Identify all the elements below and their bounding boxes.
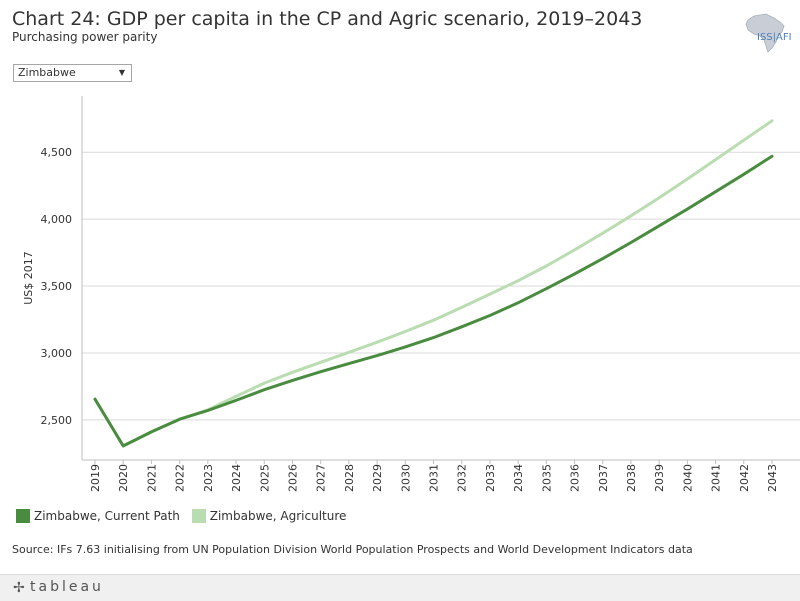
- country-dropdown-value: Zimbabwe: [18, 66, 76, 79]
- x-tick-label: 2026: [286, 464, 299, 492]
- x-tick-label: 2024: [230, 464, 243, 492]
- tableau-brand[interactable]: tableau: [30, 579, 104, 595]
- x-tick-label: 2040: [681, 464, 694, 492]
- x-tick-label: 2039: [653, 464, 666, 492]
- y-axis-label: US$ 2017: [22, 251, 35, 305]
- legend-label-agriculture: Zimbabwe, Agriculture: [209, 509, 347, 523]
- africa-logo-icon: [745, 13, 785, 53]
- y-tick-label: 2,500: [41, 414, 73, 427]
- chart-subtitle: Purchasing power parity: [12, 30, 158, 44]
- x-tick-label: 2022: [174, 464, 187, 492]
- legend-label-current-path: Zimbabwe, Current Path: [34, 509, 180, 523]
- x-tick-label: 2043: [766, 464, 779, 492]
- logo-text: ISS|AFI: [757, 32, 792, 43]
- x-tick-label: 2020: [117, 464, 130, 492]
- x-tick-label: 2038: [625, 464, 638, 492]
- x-tick-label: 2023: [202, 464, 215, 492]
- x-tick-label: 2034: [512, 464, 525, 492]
- x-tick-label: 2031: [428, 464, 441, 492]
- x-tick-label: 2029: [371, 464, 384, 492]
- legend-swatch-agriculture: [191, 509, 206, 523]
- x-tick-label: 2025: [258, 464, 271, 492]
- x-tick-label: 2042: [738, 464, 751, 492]
- source-note: Source: IFs 7.63 initialising from UN Po…: [12, 543, 693, 556]
- x-tick-label: 2032: [456, 464, 469, 492]
- series-line-current-path: [93, 154, 774, 448]
- x-tick-label: 2028: [343, 464, 356, 492]
- x-tick-label: 2021: [145, 464, 158, 492]
- country-dropdown[interactable]: Zimbabwe ▼: [13, 64, 132, 82]
- legend-item-agriculture[interactable]: Zimbabwe, Agriculture: [191, 509, 347, 523]
- legend-swatch-current-path: [16, 509, 30, 523]
- x-tick-label: 2036: [569, 464, 582, 492]
- x-tick-label: 2033: [484, 464, 497, 492]
- series-line-agriculture: [93, 119, 774, 448]
- tableau-footer: ✢ tableau: [0, 574, 800, 601]
- y-tick-label: 3,000: [41, 347, 73, 360]
- line-chart: 2,500 3,000 3,500 4,000 4,500 2019 2020 2021 202…: [22, 96, 800, 492]
- legend: Zimbabwe, Current Path Zimbabwe, Agricul…: [16, 509, 354, 526]
- x-tick-label: 2041: [710, 464, 723, 492]
- tableau-logo-icon[interactable]: ✢: [13, 580, 25, 596]
- chevron-down-icon: ▼: [118, 68, 125, 77]
- x-tick-label: 2037: [597, 464, 610, 492]
- chart-title: Chart 24: GDP per capita in the CP and A…: [12, 8, 643, 30]
- y-tick-label: 4,000: [41, 213, 73, 226]
- y-tick-label: 4,500: [41, 146, 73, 159]
- x-tick-label: 2019: [89, 464, 102, 492]
- y-tick-label: 3,500: [41, 280, 73, 293]
- legend-item-current-path[interactable]: Zimbabwe, Current Path: [16, 509, 180, 523]
- x-tick-label: 2035: [540, 464, 553, 492]
- x-tick-label: 2030: [399, 464, 412, 492]
- x-tick-label: 2027: [315, 464, 328, 492]
